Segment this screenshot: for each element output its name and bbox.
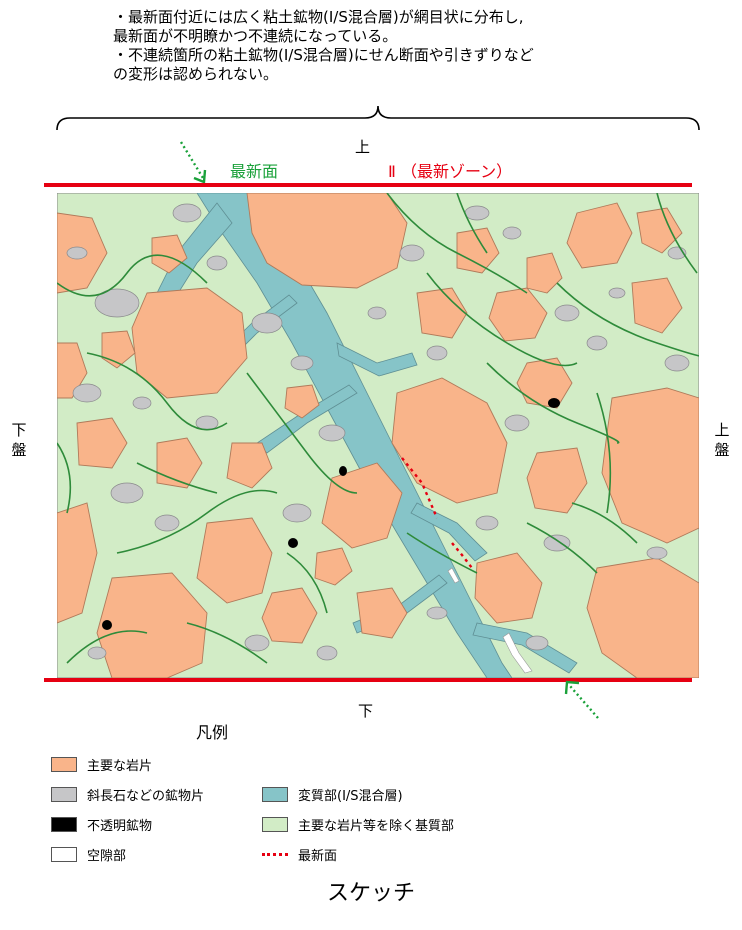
- label-bottom: 下: [358, 702, 374, 720]
- legend-item-matrix: 主要な岩片等を除く基質部: [262, 815, 454, 834]
- newest-surface-line: [401, 457, 473, 569]
- green-veins: [57, 193, 699, 664]
- note-line-2: 最新面が不明瞭かつ不連続になっている。: [113, 27, 398, 45]
- red-line-top: [44, 183, 692, 187]
- label-newest-surface: 最新面: [230, 162, 279, 181]
- legend-item-void: 空隙部: [51, 845, 126, 864]
- notes-block: ・最新面付近には広く粘土鉱物(I/S混合層)が網目状に分布し, 最新面が不明瞭か…: [113, 8, 534, 84]
- legend-swatch-rock: [51, 757, 77, 772]
- legend-swatch-newest: [262, 853, 288, 856]
- legend-swatch-altered: [262, 787, 288, 802]
- legend-item-opaque: 不透明鉱物: [51, 815, 152, 834]
- mineral-fragments: [66, 203, 690, 661]
- label-zone: Ⅱ （最新ゾーン）: [388, 162, 513, 181]
- legend-item-altered: 変質部(I/S混合層): [262, 785, 403, 804]
- legend-swatch-mineral: [51, 787, 77, 802]
- rock-fragments: [57, 193, 699, 678]
- legend-swatch-opaque: [51, 817, 77, 832]
- note-line-4: の変形は認められない。: [113, 65, 279, 83]
- legend-title: 凡例: [196, 723, 229, 742]
- arrow-newest-bottom-icon: [564, 680, 599, 719]
- legend-swatch-void: [51, 847, 77, 862]
- sketch-image: [57, 193, 699, 678]
- legend-swatch-matrix: [262, 817, 288, 832]
- opaque-minerals: [102, 398, 560, 630]
- label-hangingwall: 上盤: [714, 421, 730, 459]
- label-footwall: 下盤: [11, 421, 27, 459]
- label-top: 上: [355, 138, 371, 156]
- legend-item-newest: 最新面: [262, 845, 337, 864]
- caption: スケッチ: [326, 881, 415, 906]
- note-line-1: ・最新面付近には広く粘土鉱物(I/S混合層)が網目状に分布し,: [113, 8, 524, 26]
- void-spaces: [447, 567, 533, 674]
- legend-item-rock: 主要な岩片: [51, 755, 152, 774]
- arrow-newest-top-icon: [179, 141, 207, 184]
- legend-item-mineral: 斜長石などの鉱物片: [51, 785, 204, 804]
- note-line-3: ・不連続箇所の粘土鉱物(I/S混合層)にせん断面や引きずりなど: [113, 46, 534, 64]
- red-line-bottom: [44, 678, 692, 682]
- brace-icon: [56, 105, 700, 131]
